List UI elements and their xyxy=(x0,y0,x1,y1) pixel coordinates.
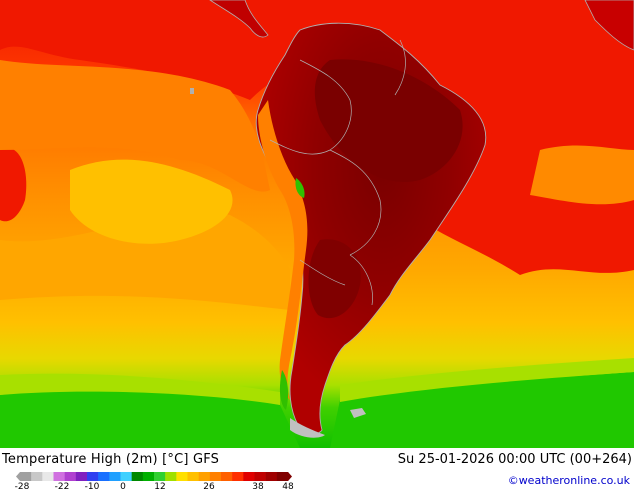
color-scale-legend xyxy=(16,472,292,481)
credit-link[interactable]: ©weatheronline.co.uk xyxy=(507,474,630,487)
scale-swatch xyxy=(187,472,199,481)
scale-swatch xyxy=(198,472,211,481)
scale-tick-label: 26 xyxy=(203,482,215,492)
atlantic-orange-region xyxy=(530,145,634,205)
patagonia-green xyxy=(279,370,289,410)
scale-swatch xyxy=(109,472,121,481)
scale-swatch xyxy=(142,472,155,481)
scale-swatch xyxy=(53,472,65,481)
scale-swatch xyxy=(87,472,99,481)
scale-swatch xyxy=(131,472,144,481)
temperature-map xyxy=(0,0,634,448)
pacific-warm-patch xyxy=(0,148,27,222)
scale-swatch xyxy=(276,472,289,481)
map-title: Temperature High (2m) [°C] GFS xyxy=(2,452,220,467)
andes-cool-strip xyxy=(258,100,308,400)
pacific-amber-region xyxy=(0,212,290,310)
country-borders xyxy=(269,39,406,306)
scale-swatch xyxy=(165,472,177,481)
scale-swatch xyxy=(221,472,233,481)
scale-swatch xyxy=(154,472,166,481)
amazon-hot-core xyxy=(314,59,463,182)
southern-tip-land xyxy=(290,418,325,438)
scale-swatch xyxy=(31,472,43,481)
scale-tick-label: 0 xyxy=(120,482,126,492)
scale-swatch xyxy=(254,472,266,481)
central-america-land xyxy=(209,0,269,38)
andes-green-highlands xyxy=(295,178,305,198)
chaco-hot-core xyxy=(308,239,361,319)
island-marker xyxy=(190,88,194,94)
scale-tick-label: 12 xyxy=(154,482,166,492)
map-footer: Temperature High (2m) [°C] GFS Su 25-01-… xyxy=(0,448,634,492)
scale-tick-label: -22 xyxy=(54,482,70,492)
pacific-yellow-region xyxy=(70,159,233,244)
atlantic-lime-band xyxy=(340,358,634,402)
scale-swatch xyxy=(120,472,132,481)
pacific-orange-region xyxy=(0,60,270,192)
forecast-datetime: Su 25-01-2026 00:00 UTC (00+264) xyxy=(397,452,632,467)
scale-tick-label: 48 xyxy=(282,482,294,492)
scale-swatch xyxy=(232,472,244,481)
scale-swatch xyxy=(176,472,188,481)
scale-swatch xyxy=(75,472,88,481)
scale-swatch xyxy=(265,472,278,481)
scale-arrow-left xyxy=(16,472,20,481)
southern-ocean-green xyxy=(0,389,300,448)
scale-tick-label: -28 xyxy=(14,482,30,492)
scale-tick-label: -10 xyxy=(84,482,100,492)
southern-lime-band xyxy=(0,373,280,405)
scale-swatch xyxy=(64,472,77,481)
scale-swatch xyxy=(98,472,110,481)
color-scale-ticks: -28 -22 -10 0 12 26 38 48 xyxy=(0,482,300,492)
scale-arrow-right xyxy=(288,472,292,481)
scale-swatch xyxy=(20,472,32,481)
scale-swatch xyxy=(243,472,255,481)
scale-swatch xyxy=(209,472,222,481)
scale-swatch xyxy=(42,472,54,481)
falkland-islands xyxy=(350,408,366,418)
scale-tick-label: 38 xyxy=(252,482,264,492)
